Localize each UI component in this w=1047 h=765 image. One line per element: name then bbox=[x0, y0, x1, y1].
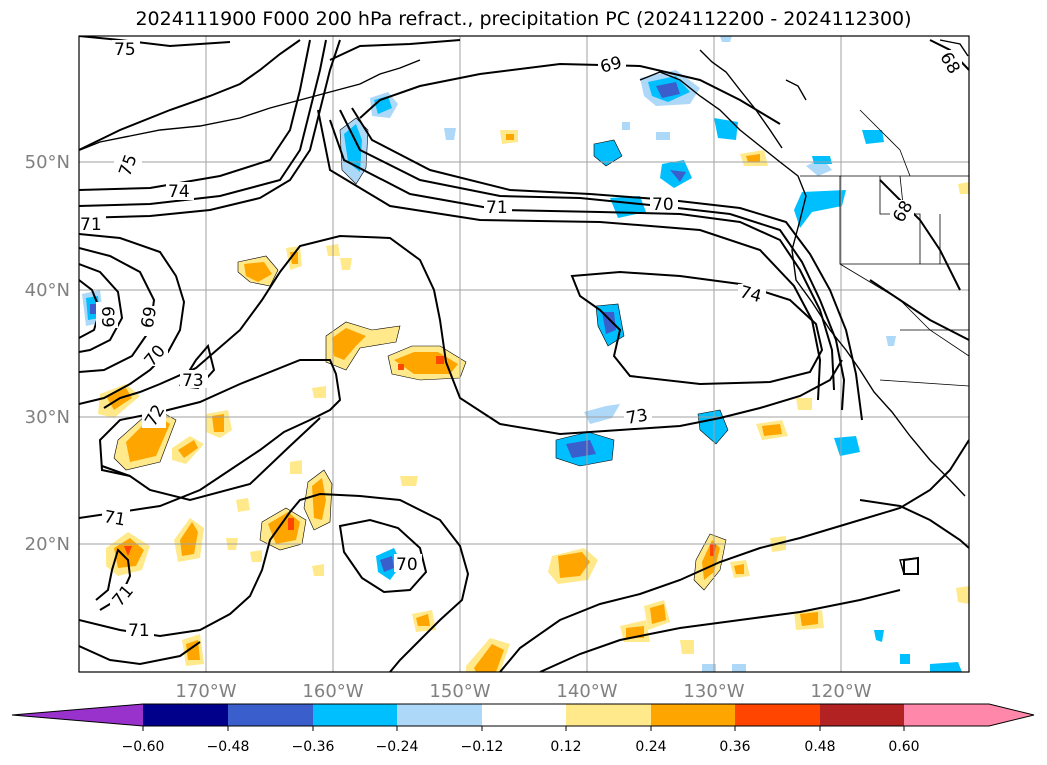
colorbar-bin bbox=[143, 704, 228, 726]
lat-label: 30°N bbox=[25, 407, 70, 428]
longitude-labels: 170°W 160°W 150°W 140°W 130°W 120°W bbox=[175, 681, 871, 702]
colorbar-bin bbox=[904, 704, 989, 726]
map-area: 75 75 74 71 69 69 70 73 72 71 71 71 69 bbox=[79, 36, 969, 672]
colorbar-tick-label: −0.12 bbox=[461, 739, 504, 755]
contour-label: 73 bbox=[625, 405, 650, 428]
contour-label: 73 bbox=[182, 371, 204, 391]
latitude-labels: 50°N 40°N 30°N 20°N bbox=[25, 152, 70, 555]
lat-label: 50°N bbox=[25, 152, 70, 173]
colorbar-bin bbox=[482, 704, 566, 726]
lon-label: 130°W bbox=[683, 681, 744, 702]
contour-label: 71 bbox=[486, 198, 508, 218]
colorbar-tick-label: −0.60 bbox=[122, 739, 165, 755]
colorbar-tick-label: −0.36 bbox=[292, 739, 335, 755]
contour-labels: 75 75 74 71 69 69 70 73 72 71 71 71 69 bbox=[79, 40, 964, 641]
political-borders bbox=[800, 109, 969, 387]
refractivity-contours bbox=[79, 36, 969, 672]
colorbar-tick-label: 0.60 bbox=[888, 739, 919, 755]
colorbar-low-extend bbox=[12, 704, 143, 726]
contour-label: 70 bbox=[652, 195, 674, 215]
colorbar-bin bbox=[397, 704, 482, 726]
colorbar-bin bbox=[735, 704, 820, 726]
colorbar-bin bbox=[566, 704, 651, 726]
colorbar-tick-label: 0.24 bbox=[635, 739, 666, 755]
contour-label: 70 bbox=[396, 555, 418, 575]
colorbar-tick-label: 0.36 bbox=[719, 739, 750, 755]
colorbar-bin bbox=[651, 704, 735, 726]
colorbar-tick-label: −0.24 bbox=[376, 739, 419, 755]
map-frame bbox=[78, 35, 970, 673]
colorbar-tick-label: 0.48 bbox=[804, 739, 835, 755]
colorbar: −0.60 −0.48 −0.36 −0.24 −0.12 0.12 0.24 … bbox=[11, 703, 1035, 755]
colorbar-tick-label: −0.48 bbox=[207, 739, 250, 755]
lat-label: 20°N bbox=[25, 534, 70, 555]
colorbar-bin bbox=[820, 704, 904, 726]
contour-label: 74 bbox=[168, 182, 190, 202]
contour-label: 71 bbox=[102, 507, 127, 530]
colorbar-ticks bbox=[142, 726, 905, 731]
contour-label: 75 bbox=[114, 40, 136, 60]
gridlines bbox=[79, 36, 969, 672]
map-title: 2024111900 F000 200 hPa refract., precip… bbox=[135, 8, 912, 30]
contour-label: 71 bbox=[80, 215, 102, 235]
contour-label: 71 bbox=[128, 621, 150, 641]
lon-label: 150°W bbox=[429, 681, 490, 702]
contour-label: 69 bbox=[97, 306, 117, 328]
colorbar-tick-labels: −0.60 −0.48 −0.36 −0.24 −0.12 0.12 0.24 … bbox=[122, 739, 920, 755]
lon-label: 120°W bbox=[810, 681, 871, 702]
colorbar-bin bbox=[313, 704, 397, 726]
contour-label: 69 bbox=[138, 305, 161, 330]
colorbar-bin bbox=[228, 704, 313, 726]
lon-label: 170°W bbox=[175, 681, 236, 702]
lon-label: 160°W bbox=[302, 681, 363, 702]
colorbar-tick-label: 0.12 bbox=[550, 739, 581, 755]
colorbar-high-extend bbox=[989, 704, 1034, 726]
lon-label: 140°W bbox=[556, 681, 617, 702]
lat-label: 40°N bbox=[25, 280, 70, 301]
